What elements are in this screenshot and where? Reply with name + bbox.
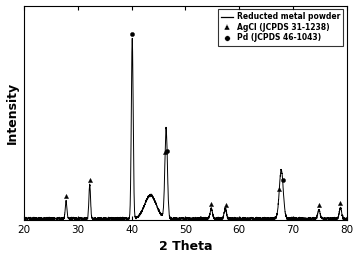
Legend: Reducted metal powder, AgCl (JCPDS 31-1238), Pd (JCPDS 46-1043): Reducted metal powder, AgCl (JCPDS 31-12… [218,9,343,46]
Y-axis label: Intensity: Intensity [5,82,19,144]
X-axis label: 2 Theta: 2 Theta [159,240,212,254]
